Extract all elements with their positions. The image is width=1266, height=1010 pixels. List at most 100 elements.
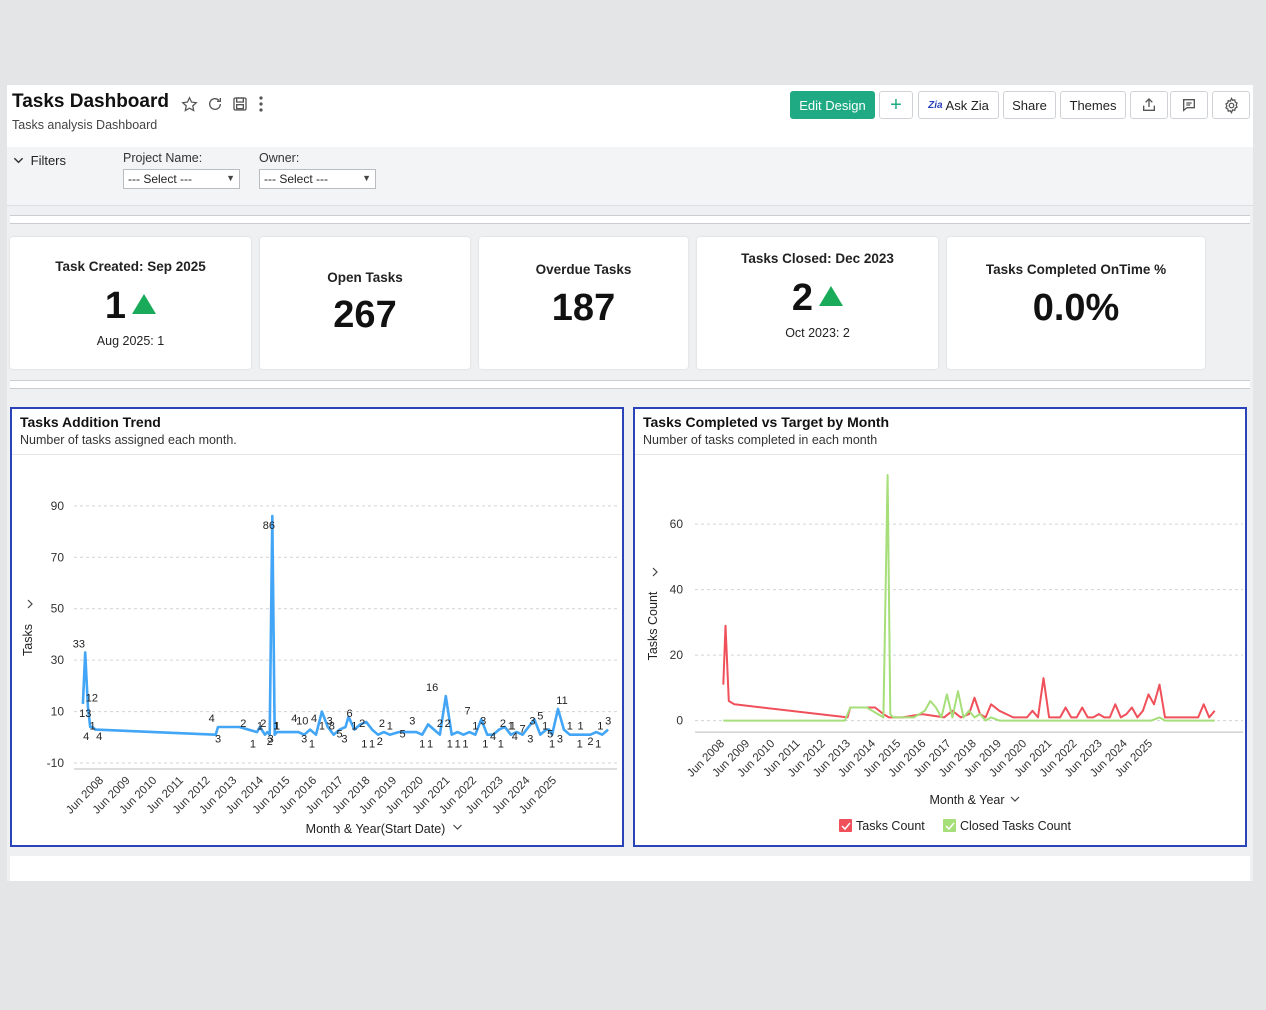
- y-tick-label: 30: [51, 653, 65, 667]
- edit-design-button[interactable]: Edit Design: [790, 91, 875, 119]
- y-axis-title: Tasks Count: [646, 591, 660, 660]
- data-label: 6: [346, 708, 352, 720]
- panel-divider: [12, 454, 622, 455]
- data-label: 1: [250, 739, 256, 751]
- ask-zia-button[interactable]: Zia Ask Zia: [918, 91, 999, 119]
- data-label: 1: [472, 721, 478, 733]
- chevron-down-icon: [13, 157, 24, 164]
- data-label: 2: [379, 718, 385, 730]
- dropdown-caret-icon: ▼: [226, 173, 235, 183]
- kpi-card-overdue-tasks[interactable]: Overdue Tasks 187: [479, 237, 688, 369]
- panel-divider: [635, 454, 1245, 455]
- legend-label: Tasks Count: [856, 819, 925, 833]
- data-label: 1: [577, 739, 583, 751]
- data-label: 3: [529, 716, 535, 728]
- data-label: 4: [311, 713, 317, 725]
- chevron-down-icon: [1010, 796, 1020, 802]
- x-axis-title: Month & Year(Start Date): [306, 822, 446, 836]
- trend-up-icon: [819, 285, 844, 306]
- kpi-card-completed-ontime[interactable]: Tasks Completed OnTime % 0.0%: [947, 237, 1205, 369]
- refresh-icon[interactable]: [206, 95, 224, 113]
- data-label: 2: [445, 718, 451, 730]
- owner-select-value: --- Select ---: [264, 172, 328, 186]
- data-label: 1: [482, 739, 488, 751]
- kpi-card-tasks-closed[interactable]: Tasks Closed: Dec 2023 2 Oct 2023: 2: [697, 237, 938, 369]
- data-label: 1: [508, 721, 514, 733]
- y-tick-label: 0: [676, 714, 683, 728]
- chart-panel-tasks-addition[interactable]: Tasks Addition Trend Number of tasks ass…: [10, 407, 624, 847]
- data-label: 3: [527, 734, 533, 746]
- dashboard-header: Tasks Dashboard Tasks analysis Dashboard…: [7, 85, 1253, 147]
- data-label: 1: [597, 721, 603, 733]
- data-label: 3: [480, 716, 486, 728]
- project-name-label: Project Name:: [123, 151, 203, 165]
- data-label: 1: [462, 739, 468, 751]
- kpi-card-open-tasks[interactable]: Open Tasks 267: [260, 237, 470, 369]
- y-tick-label: -10: [47, 756, 65, 770]
- kpi-value: 267: [333, 294, 397, 336]
- section-divider: [10, 215, 1250, 224]
- data-label: 4: [291, 713, 297, 725]
- chart-subtitle: Number of tasks assigned each month.: [20, 433, 237, 447]
- filters-toggle[interactable]: Filters: [13, 153, 66, 168]
- chevron-down-icon: [652, 567, 658, 577]
- more-options-icon[interactable]: [252, 95, 270, 113]
- legend-swatch: [839, 819, 852, 832]
- kpi-title: Task Created: Sep 2025: [55, 259, 206, 274]
- data-label: 8: [329, 721, 335, 733]
- settings-button[interactable]: [1212, 91, 1250, 119]
- data-label: 1: [309, 739, 315, 751]
- data-label: 2: [267, 736, 273, 748]
- comments-button[interactable]: [1170, 91, 1208, 119]
- data-label: 5: [337, 728, 343, 740]
- data-label: 1: [595, 739, 601, 751]
- kpi-card-task-created[interactable]: Task Created: Sep 2025 1 Aug 2025: 1: [10, 237, 251, 369]
- owner-select[interactable]: --- Select --- ▼: [259, 169, 376, 189]
- chart-title: Tasks Addition Trend: [20, 414, 161, 430]
- chart-panel-completed-vs-target[interactable]: Tasks Completed vs Target by Month Numbe…: [633, 407, 1247, 847]
- kpi-title: Overdue Tasks: [535, 262, 632, 277]
- filters-bar: Filters Project Name: --- Select --- ▼ O…: [7, 147, 1253, 206]
- kpi-value: 2: [791, 277, 814, 319]
- filters-label: Filters: [30, 153, 67, 168]
- zia-logo-icon: Zia: [928, 99, 943, 111]
- chart-subtitle: Number of tasks completed in each month: [643, 433, 878, 447]
- data-label: 1: [274, 721, 280, 733]
- data-label: 3: [341, 734, 347, 746]
- data-label: 5: [400, 728, 406, 740]
- data-label: 3: [409, 716, 415, 728]
- data-label: 7: [464, 705, 470, 717]
- project-select-value: --- Select ---: [128, 172, 192, 186]
- data-label: 5: [537, 710, 543, 722]
- data-label: 5: [547, 728, 553, 740]
- themes-button[interactable]: Themes: [1060, 91, 1126, 119]
- data-label: 2: [359, 718, 365, 730]
- kpi-comparison: Aug 2025: 1: [96, 334, 165, 348]
- share-button[interactable]: Share: [1003, 91, 1056, 119]
- star-icon[interactable]: [180, 95, 198, 113]
- add-button[interactable]: +: [879, 91, 913, 119]
- data-label: 3: [327, 716, 333, 728]
- export-icon: [1143, 98, 1155, 111]
- data-label: 3: [557, 734, 563, 746]
- kpi-value-row: 1: [10, 285, 251, 328]
- save-icon[interactable]: [231, 95, 249, 113]
- data-label: 1: [273, 721, 279, 733]
- data-label: 1: [257, 721, 263, 733]
- y-tick-label: 40: [670, 583, 684, 597]
- y-tick-label: 10: [51, 705, 65, 719]
- project-name-select[interactable]: --- Select --- ▼: [123, 169, 240, 189]
- data-label: 3: [215, 734, 221, 746]
- data-label: 13: [79, 708, 91, 720]
- dashboard-subtitle: Tasks analysis Dashboard: [12, 118, 158, 132]
- data-label: 10: [296, 716, 308, 728]
- data-label: 1: [498, 739, 504, 751]
- data-label: 2: [500, 718, 506, 730]
- dashboard-app: Tasks Dashboard Tasks analysis Dashboard…: [7, 85, 1253, 881]
- data-label: 16: [426, 682, 438, 694]
- export-button[interactable]: [1130, 91, 1168, 119]
- kpi-comparison: Oct 2023: 2: [785, 326, 850, 340]
- data-label: 1: [427, 739, 433, 751]
